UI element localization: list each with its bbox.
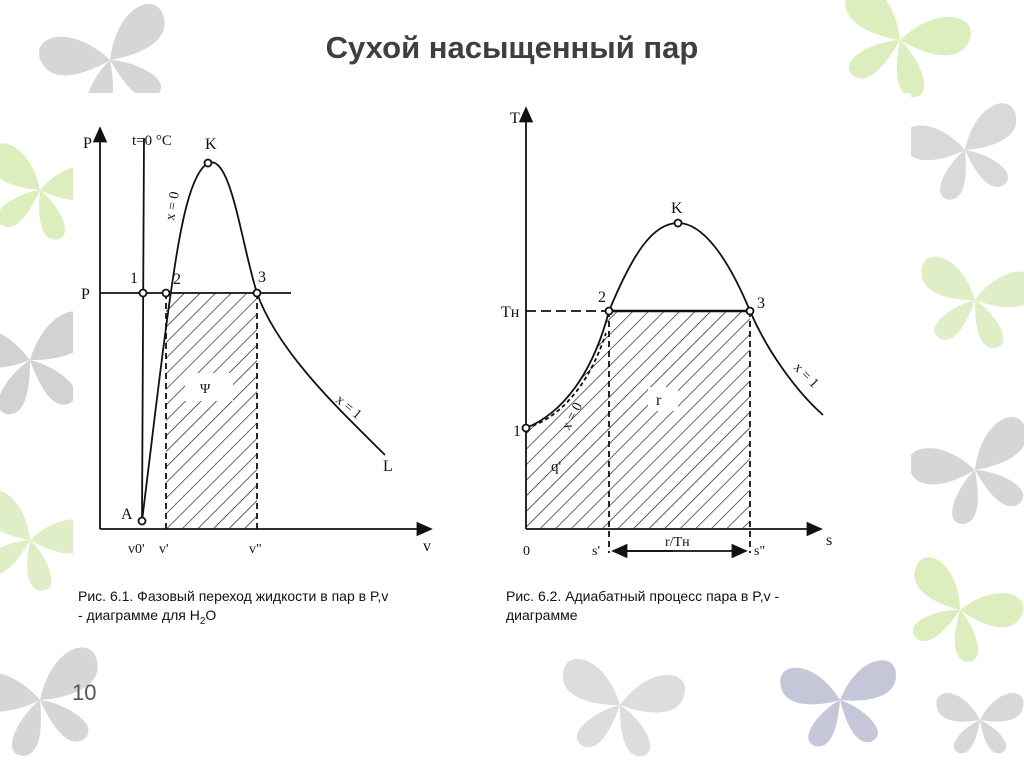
- figure2-caption: Рис. 6.2. Адиабатный процесс пара в P,v …: [506, 587, 866, 625]
- figure1-caption-sub: 2: [199, 615, 206, 627]
- point-1-label: 1: [130, 270, 138, 287]
- line-x0-label: x = 0: [163, 191, 183, 222]
- axis-s-label: s: [826, 532, 832, 549]
- point-1-marker: [138, 288, 148, 298]
- page-number: 10: [72, 680, 97, 705]
- figure1-caption-line1: Рис. 6.1. Фазовый переход жидкости в пар…: [78, 588, 389, 604]
- figure1-caption-tail: O: [205, 607, 217, 623]
- point-k-marker: [673, 218, 683, 228]
- butterfly-shape: [936, 692, 1024, 754]
- point-a-label: A: [121, 506, 133, 523]
- point-3-label: 3: [757, 295, 765, 312]
- line-x1-label: x = 1: [790, 360, 821, 391]
- butterfly-shape: [910, 254, 1024, 354]
- area-r-label: r: [656, 392, 662, 409]
- butterfly-shape: [899, 100, 1024, 208]
- area-r-label-box: [648, 387, 678, 411]
- point-3-marker: [252, 288, 262, 298]
- point-l-label: L: [383, 458, 393, 475]
- axis-v-label: v: [423, 538, 431, 555]
- axis-p-label: P: [83, 135, 92, 152]
- point-k-label: K: [205, 136, 217, 153]
- isotherm-label: t=0 °C: [132, 133, 172, 149]
- butterfly-shape: [779, 659, 902, 750]
- point-2-marker: [161, 288, 171, 298]
- tick-0: 0: [523, 544, 530, 559]
- figure1-caption: Рис. 6.1. Фазовый переход жидкости в пар…: [78, 587, 478, 631]
- point-1-marker: [521, 423, 531, 433]
- figure2-caption-line1: Рис. 6.2. Адиабатный процесс пара в P,v …: [506, 588, 780, 604]
- point-2-marker: [604, 306, 614, 316]
- area-q-label: q': [551, 459, 562, 475]
- curve-x0: [525, 310, 610, 429]
- point-k-label: K: [671, 200, 683, 217]
- tick-v0: v0': [128, 542, 145, 557]
- saturation-dome: [608, 222, 824, 416]
- point-a-marker: [137, 516, 147, 526]
- butterfly-shape: [551, 656, 688, 763]
- diagram-pv: [92, 126, 433, 537]
- point-3-label: 3: [258, 269, 266, 286]
- figure2-caption-line2: диаграмме: [506, 607, 578, 623]
- point-2-label: 2: [173, 271, 181, 288]
- hatched-area-r: [609, 311, 750, 529]
- dimension-label: r/Tн: [665, 535, 690, 550]
- hatched-area-q: [526, 311, 609, 529]
- tick-s1: s': [592, 544, 600, 559]
- point-2-label: 2: [598, 289, 606, 306]
- tick-v2: v": [249, 542, 262, 557]
- butterfly-shape: [903, 412, 1024, 536]
- point-3-marker: [745, 306, 755, 316]
- butterfly-shape: [0, 643, 117, 766]
- p-level-label: P: [81, 286, 90, 303]
- tn-label: Tн: [501, 304, 520, 321]
- area-label: Ψ: [200, 382, 211, 397]
- area-label-box: [185, 373, 233, 401]
- figure1-caption-text: - диаграмме для H: [78, 607, 200, 623]
- axis-t-label: T: [510, 110, 520, 127]
- hatched-area-pv: [166, 293, 257, 529]
- diagram-ts: [518, 106, 824, 559]
- slide-title: Сухой насыщенный пар: [325, 30, 699, 65]
- point-1-label: 1: [513, 423, 521, 440]
- tick-v1: v': [159, 542, 169, 557]
- tick-s2: s": [754, 544, 765, 559]
- point-k-marker: [203, 158, 213, 168]
- curve-x0: [141, 162, 209, 522]
- diagrams: P v P t=0 °C K 1 2 3 A L x = 0 x = 1 Ψ v…: [81, 106, 832, 559]
- figure1-caption-line2: - диаграмме для H2O: [78, 606, 478, 631]
- isotherm-t0: [141, 137, 145, 522]
